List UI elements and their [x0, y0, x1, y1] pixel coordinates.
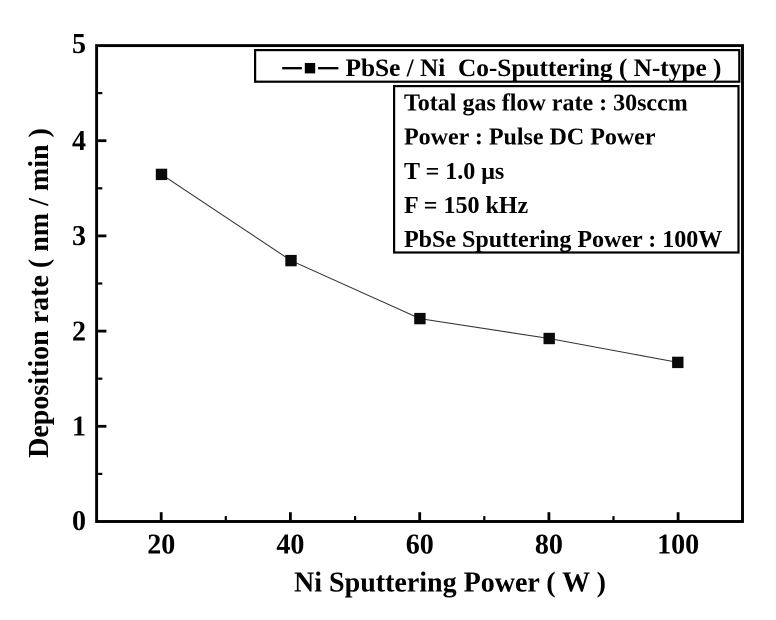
svg-text:T = 1.0 μs: T = 1.0 μs — [404, 159, 504, 185]
svg-text:5: 5 — [72, 29, 86, 60]
svg-text:100: 100 — [657, 529, 699, 560]
svg-text:PbSe Sputtering Power : 100W: PbSe Sputtering Power : 100W — [404, 227, 722, 253]
svg-text:4: 4 — [72, 126, 86, 157]
svg-text:0: 0 — [72, 506, 86, 537]
svg-text:Ni Sputtering Power ( W ): Ni Sputtering Power ( W ) — [294, 568, 606, 599]
svg-text:Deposition rate ( nm / min ): Deposition rate ( nm / min ) — [24, 128, 55, 458]
svg-text:2: 2 — [72, 316, 86, 347]
svg-text:PbSe / Ni Co-Sputtering ( N-t: PbSe / Ni Co-Sputtering ( N-type ) — [346, 54, 722, 82]
svg-text:Power : Pulse DC Power: Power : Pulse DC Power — [404, 125, 656, 151]
svg-text:3: 3 — [72, 221, 86, 252]
svg-text:40: 40 — [276, 529, 304, 560]
svg-text:20: 20 — [147, 529, 175, 560]
svg-text:Total gas flow rate : 30sccm: Total gas flow rate : 30sccm — [404, 90, 688, 116]
svg-text:60: 60 — [406, 529, 434, 560]
svg-text:1: 1 — [72, 412, 86, 443]
svg-text:F = 150 kHz: F = 150 kHz — [404, 193, 528, 219]
svg-text:80: 80 — [535, 529, 563, 560]
